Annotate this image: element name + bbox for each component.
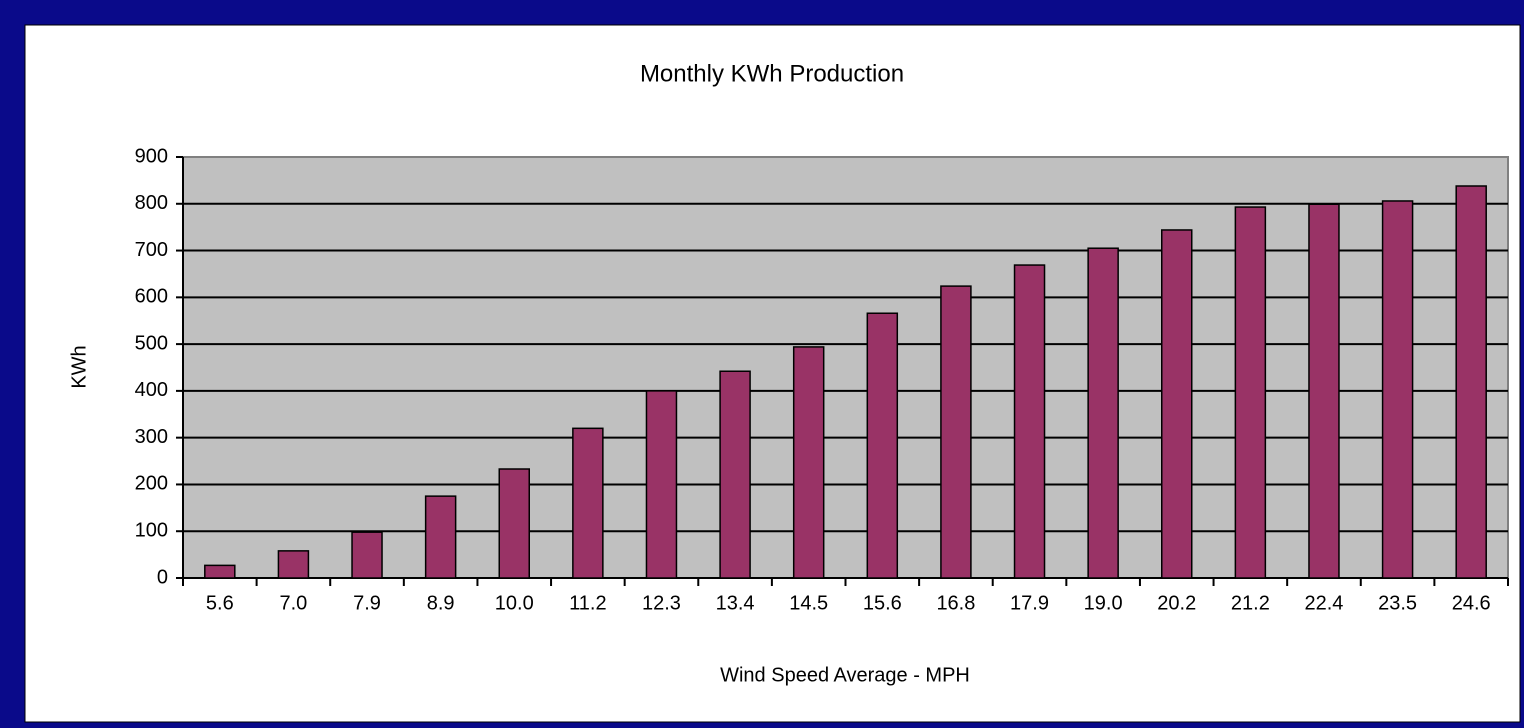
bar [498,468,530,579]
y-tick-label: 100 [135,520,168,542]
bar [1308,203,1340,579]
bar [204,564,236,579]
y-tick-label: 200 [135,473,168,495]
y-tick-label: 600 [135,286,168,308]
y-tick-label: 300 [135,426,168,448]
x-tick-label: 11.2 [569,592,606,614]
y-tick-label: 900 [135,145,168,167]
x-tick-label: 24.6 [1452,592,1491,614]
bar [792,346,825,579]
x-tick-label: 22.4 [1305,592,1344,614]
bar [1381,200,1414,579]
x-tick-label: 13.4 [716,592,755,614]
x-tick-label: 17.9 [1010,592,1049,614]
bar [866,312,899,579]
y-tick-label: 700 [135,239,168,261]
x-tick-label: 12.3 [642,592,681,614]
bar [1455,185,1487,579]
y-tick-label: 800 [135,192,168,214]
y-tick-label: 500 [135,332,168,354]
chart-title: Monthly KWh Production [640,60,904,87]
x-tick-label: 14.5 [789,592,828,614]
bar [940,285,972,579]
x-tick-label: 20.2 [1157,592,1196,614]
x-tick-label: 7.0 [280,592,308,614]
bar [572,427,604,579]
bar [1087,247,1119,579]
bar [351,531,383,579]
x-tick-label: 5.6 [206,592,234,614]
bar [1234,206,1267,579]
bar [424,495,457,579]
x-tick-label: 15.6 [863,592,902,614]
y-tick-label: 400 [135,379,168,401]
x-tick-label: 8.9 [427,592,455,614]
x-tick-label: 16.8 [936,592,975,614]
x-tick-label: 21.2 [1231,592,1270,614]
x-tick-label: 19.0 [1084,592,1123,614]
x-tick-label: 7.9 [353,592,381,614]
bar [719,370,751,579]
plot-area [182,156,1509,579]
y-tick-label: 0 [157,566,168,588]
x-tick-label: 10.0 [495,592,534,614]
bar [1161,229,1193,579]
x-axis-label: Wind Speed Average - MPH [720,664,970,686]
y-axis-label: KWh [68,345,90,388]
bar [645,390,678,579]
bar [277,550,310,579]
bar [1013,264,1046,579]
x-tick-label: 23.5 [1378,592,1417,614]
